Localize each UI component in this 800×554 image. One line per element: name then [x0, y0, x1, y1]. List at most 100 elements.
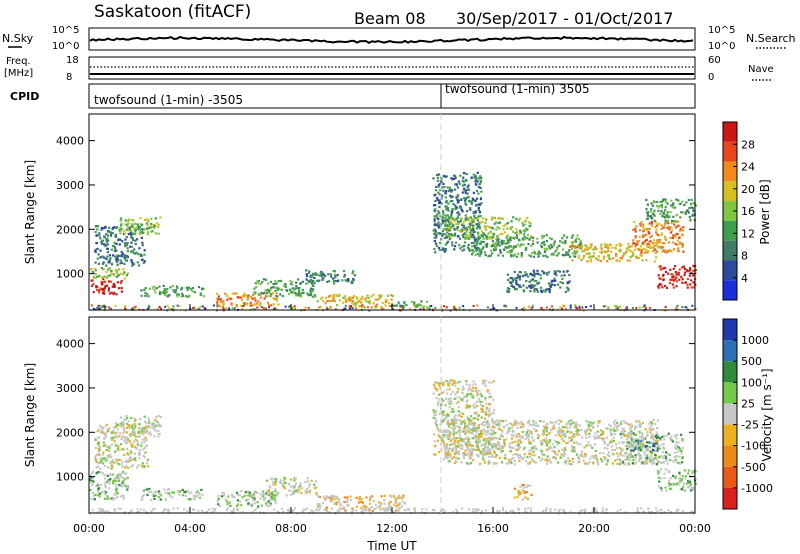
scatter-cell	[492, 432, 495, 435]
scatter-cell	[473, 231, 476, 234]
scatter-cell	[650, 455, 653, 458]
scatter-cell	[138, 453, 141, 456]
scatter-cell	[518, 456, 521, 459]
scatter-cell	[463, 232, 466, 235]
scatter-cell	[667, 216, 670, 219]
scatter-cell	[264, 290, 267, 293]
scatter-cell	[106, 459, 109, 462]
scatter-cell	[663, 266, 667, 270]
scatter-cell	[492, 409, 495, 412]
scatter-cell	[433, 228, 436, 231]
scatter-cell	[462, 188, 465, 191]
scatter-cell	[686, 277, 689, 281]
scatter-cell	[454, 307, 457, 310]
scatter-cell	[450, 379, 453, 382]
nsearch-tick-low: 10^0	[708, 41, 735, 52]
scatter-cell	[468, 423, 471, 426]
scatter-cell	[295, 285, 298, 288]
scatter-cell	[519, 426, 522, 429]
scatter-cell	[370, 306, 373, 309]
scatter-cell	[447, 448, 450, 451]
scatter-cell	[487, 389, 490, 392]
scatter-cell	[437, 451, 440, 454]
scatter-cell	[526, 484, 530, 487]
scatter-cell	[306, 490, 309, 493]
scatter-cell	[658, 241, 661, 244]
scatter-cell	[222, 300, 225, 303]
scatter-cell	[228, 307, 230, 310]
scatter-cell	[304, 481, 307, 484]
scatter-cell	[462, 438, 465, 441]
scatter-cell	[483, 448, 486, 451]
scatter-cell	[306, 477, 309, 480]
scatter-cell	[675, 273, 678, 276]
scatter-cell	[384, 301, 387, 304]
scatter-cell	[188, 498, 191, 501]
scatter-cell	[653, 214, 656, 217]
scatter-cell	[268, 492, 272, 495]
scatter-cell	[390, 298, 393, 301]
freq-label: Freq.	[6, 56, 31, 67]
scatter-cell	[95, 241, 98, 245]
scatter-cell	[452, 430, 456, 433]
scatter-cell	[446, 219, 450, 222]
scatter-cell	[585, 245, 588, 248]
scatter-cell	[277, 491, 280, 494]
scatter-cell	[446, 208, 449, 211]
scatter-cell	[143, 432, 146, 435]
scatter-cell	[621, 459, 624, 462]
scatter-cell	[239, 500, 242, 503]
scatter-cell	[485, 245, 488, 248]
scatter-cell	[472, 427, 475, 430]
scatter-cell	[679, 241, 682, 244]
scatter-cell	[240, 299, 244, 302]
scatter-cell	[128, 423, 131, 427]
scatter-cell	[439, 443, 442, 446]
scatter-cell	[665, 251, 668, 254]
scatter-cell	[464, 432, 467, 435]
scatter-cell	[91, 477, 94, 480]
scatter-cell	[257, 279, 260, 283]
scatter-cell	[571, 435, 574, 438]
scatter-cell	[644, 228, 647, 231]
scatter-cell	[130, 218, 134, 221]
scatter-cell	[120, 463, 123, 466]
scatter-cell	[125, 244, 128, 247]
scatter-cell	[200, 488, 203, 491]
scatter-cell	[657, 209, 660, 212]
scatter-cell	[471, 245, 474, 248]
scatter-cell	[563, 447, 567, 450]
scatter-cell	[554, 420, 558, 424]
scatter-cell	[259, 293, 262, 296]
scatter-cell	[578, 458, 581, 461]
scatter-cell	[139, 222, 142, 226]
scatter-cell	[533, 446, 536, 449]
scatter-cell	[496, 226, 499, 229]
scatter-cell	[439, 232, 442, 235]
scatter-cell	[529, 286, 532, 289]
scatter-cell	[319, 271, 322, 274]
scatter-cell	[445, 379, 448, 383]
scatter-cell	[579, 240, 582, 243]
scatter-cell	[614, 429, 617, 432]
scatter-cell	[90, 481, 93, 484]
colorbar-tick-label: 20	[741, 183, 755, 196]
scatter-cell	[134, 422, 137, 426]
scatter-cell	[688, 274, 691, 277]
scatter-cell	[502, 228, 505, 231]
scatter-cell	[650, 224, 653, 228]
scatter-cell	[103, 304, 106, 307]
scatter-cell	[169, 286, 172, 289]
scatter-cell	[131, 425, 134, 428]
scatter-cell	[288, 489, 291, 492]
scatter-cell	[112, 482, 115, 485]
scatter-cell	[496, 242, 499, 245]
scatter-cell	[531, 432, 534, 436]
scatter-cell	[498, 420, 501, 423]
scatter-cell	[97, 488, 100, 491]
scatter-cell	[631, 462, 634, 465]
scatter-cell	[515, 277, 518, 280]
scatter-cell	[147, 224, 150, 227]
scatter-cell	[122, 480, 125, 483]
scatter-cell	[301, 288, 304, 291]
